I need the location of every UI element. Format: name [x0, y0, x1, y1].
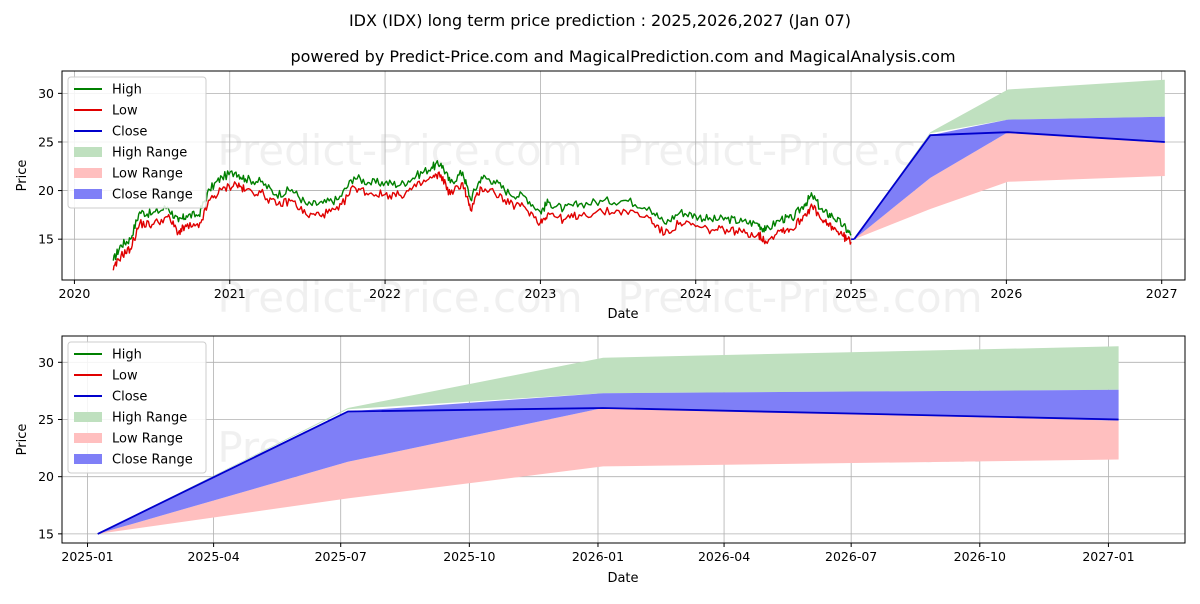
legend-label-close_range: Close Range [112, 453, 193, 468]
y-axis-label: Price [15, 160, 30, 192]
watermark-text: Predict-Price.com [217, 126, 582, 175]
x-tick-label: 2024 [680, 286, 712, 301]
plot-frame [61, 335, 1186, 544]
x-tick-label: 2025 [835, 286, 867, 301]
legend-label-low: Low [112, 369, 138, 384]
low-range-band [97, 408, 1119, 534]
legend-box [67, 341, 207, 474]
legend-label-close_range: Close Range [112, 188, 193, 203]
x-tick-label: 2026-04 [698, 549, 750, 564]
legend: High Low Close High Range Low Range Close Ran… [67, 341, 207, 474]
chart-subtitle: powered by Predict-Price.com and Magical… [290, 47, 955, 66]
x-axis-label: Date [607, 307, 638, 322]
x-tick-label: 2027 [1146, 286, 1178, 301]
x-tick-label: 2020 [59, 286, 91, 301]
low-series-line [112, 171, 852, 271]
x-tick-label: 2021 [214, 286, 246, 301]
close-forecast-line [853, 131, 1165, 240]
legend-swatch-low_range [74, 168, 102, 178]
legend-label-low_range: Low Range [112, 432, 183, 447]
x-tick-label: 2026 [990, 286, 1022, 301]
low-range-band [854, 132, 1165, 240]
x-tick-label: 2023 [524, 286, 556, 301]
legend-label-high: High [112, 83, 142, 98]
legend-label-high: High [112, 348, 142, 363]
y-tick-label: 15 [38, 232, 54, 247]
legend-swatch-close_range [74, 454, 102, 464]
x-axis-label: Date [607, 571, 638, 586]
high-series-line [112, 159, 852, 261]
legend-swatch-close_range [74, 189, 102, 199]
plot-area [97, 346, 1119, 535]
legend: High Low Close High Range Low Range Close Ran… [67, 76, 207, 209]
chart-title: IDX (IDX) long term price prediction : 2… [349, 11, 851, 30]
y-tick-label: 30 [38, 355, 54, 370]
watermark-text: Predict-Price.com [617, 273, 982, 322]
high-range-band [854, 79, 1165, 240]
x-tick-label: 2025-07 [315, 549, 367, 564]
legend-swatch-high_range [74, 412, 102, 422]
legend-label-close: Close [112, 125, 147, 140]
x-tick-label: 2022 [369, 286, 401, 301]
legend-label-low: Low [112, 104, 138, 119]
plot-area [112, 79, 1165, 271]
legend-box [67, 76, 207, 209]
x-tick-label: 2026-10 [954, 549, 1006, 564]
y-tick-label: 25 [38, 134, 54, 149]
chart-panel-2: Predict-Price.comPredict-Price.com2025-0… [15, 335, 1186, 586]
legend-label-high_range: High Range [112, 146, 187, 161]
high-range-band [97, 346, 1119, 534]
close-range-band [854, 116, 1165, 240]
close-forecast-line [97, 407, 1119, 535]
x-tick-label: 2025-01 [61, 549, 113, 564]
x-tick-label: 2026-01 [572, 549, 624, 564]
legend-label-low_range: Low Range [112, 167, 183, 182]
x-tick-label: 2026-07 [825, 549, 877, 564]
close-range-band [97, 389, 1119, 534]
watermark-text: Predict-Price.com [217, 273, 582, 322]
x-tick-label: 2025-10 [443, 549, 495, 564]
legend-swatch-low_range [74, 433, 102, 443]
legend-label-high_range: High Range [112, 411, 187, 426]
x-tick-label: 2027-01 [1082, 549, 1134, 564]
legend-label-close: Close [112, 390, 147, 405]
y-tick-label: 20 [38, 469, 54, 484]
x-tick-label: 2025-04 [187, 549, 239, 564]
y-tick-label: 15 [38, 526, 54, 541]
chart-panel-1: Predict-Price.com Predict-Price.com Predic… [15, 70, 1186, 322]
y-axis-label: Price [15, 424, 30, 456]
y-tick-label: 30 [38, 86, 54, 101]
plot-frame [61, 70, 1186, 281]
legend-swatch-high_range [74, 147, 102, 157]
y-tick-label: 25 [38, 412, 54, 427]
y-tick-label: 20 [38, 183, 54, 198]
